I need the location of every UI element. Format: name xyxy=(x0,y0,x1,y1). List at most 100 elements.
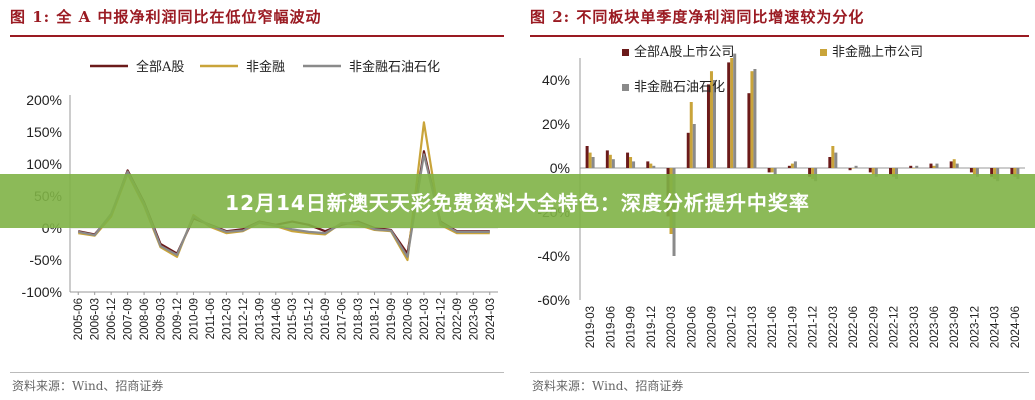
bar-2-2019-06 xyxy=(608,154,612,168)
legend-label-2: 非金融 xyxy=(246,59,285,75)
bar-2-2020-12 xyxy=(730,58,734,168)
bar-1-2023-03 xyxy=(909,165,913,168)
x-tick-label: 2005-06 xyxy=(73,298,85,340)
x-tick-label: 2009-03 xyxy=(156,298,168,340)
x-tick-label: 2022-06 xyxy=(848,306,860,348)
bar-2-2020-09 xyxy=(709,71,713,168)
bar-2-2022-09 xyxy=(871,168,875,175)
x-tick-label: 2007-09 xyxy=(123,298,135,340)
bar-2-2019-03 xyxy=(588,152,592,168)
bar-3-2023-12 xyxy=(975,168,979,177)
bar-3-2024-06 xyxy=(1016,168,1020,179)
x-tick-label: 2021-12 xyxy=(808,306,820,348)
figure-2-panel: 图 2: 不同板块单季度净利润同比增速较为分化 40%20%0%-20%-40%… xyxy=(520,0,1035,400)
bar-2-2022-03 xyxy=(831,146,835,168)
bar-1-2022-12 xyxy=(889,168,893,175)
x-tick-label: 2021-03 xyxy=(419,298,431,340)
x-tick-label: 2019-12 xyxy=(646,306,658,348)
bar-1-2019-03 xyxy=(585,146,589,168)
y-tick-label: 150% xyxy=(26,124,62,140)
bar-2-2019-12 xyxy=(649,163,653,168)
figure-2-title-rule xyxy=(530,35,1029,37)
x-tick-label: 2020-09 xyxy=(706,306,718,348)
bar-1-2024-03 xyxy=(990,168,994,177)
bar-3-2022-06 xyxy=(854,165,858,168)
bar-1-2021-09 xyxy=(787,165,791,168)
bar-3-2020-12 xyxy=(733,53,737,168)
bar-2-2023-12 xyxy=(972,168,976,175)
bar-1-2023-09 xyxy=(949,161,953,168)
bar-3-2023-03 xyxy=(915,165,919,168)
x-tick-label: 2006-12 xyxy=(106,298,118,340)
figure-1-title: 图 1: 全 A 中报净利润同比在低位窄幅波动 xyxy=(10,8,322,26)
bar-1-2020-06 xyxy=(686,132,690,168)
y-tick-label: 0% xyxy=(550,160,570,176)
x-tick-label: 2017-06 xyxy=(337,298,349,340)
bar-2-2023-06 xyxy=(932,165,936,168)
x-tick-label: 2021-06 xyxy=(767,306,779,348)
x-tick-label: 2021-09 xyxy=(787,306,799,348)
bar-2-2022-12 xyxy=(892,168,896,177)
legend-swatch-3 xyxy=(622,84,629,91)
bar-3-2021-09 xyxy=(793,161,797,168)
x-tick-label: 2015-12 xyxy=(304,298,316,340)
bar-1-2023-12 xyxy=(969,168,973,173)
x-tick-label: 2023-09 xyxy=(949,306,961,348)
bar-2-2023-03 xyxy=(912,168,916,169)
bar-2-2024-06 xyxy=(1013,168,1017,177)
x-tick-label: 2024-03 xyxy=(990,306,1002,348)
bar-2-2021-12 xyxy=(811,168,815,179)
x-tick-label: 2019-03 xyxy=(585,306,597,348)
figure-2-source: 资料来源：Wind、招商证券 xyxy=(532,379,684,393)
y-tick-label: -50% xyxy=(29,252,62,268)
x-tick-label: 2020-12 xyxy=(727,306,739,348)
bar-3-2022-03 xyxy=(834,152,838,168)
bar-2-2021-09 xyxy=(790,163,794,168)
bar-1-2021-12 xyxy=(808,168,812,177)
bar-1-2019-12 xyxy=(646,161,650,168)
y-tick-label: 20% xyxy=(542,116,570,132)
bar-2-2019-09 xyxy=(629,157,633,168)
y-tick-label: 200% xyxy=(26,92,62,108)
x-tick-label: 2006-03 xyxy=(90,298,102,340)
figure-1-bottom-rule xyxy=(10,372,504,373)
x-tick-label: 2023-06 xyxy=(468,298,480,340)
bar-3-2019-03 xyxy=(591,157,595,168)
legend-label-3: 非金融石油石化 xyxy=(349,59,440,75)
x-tick-label: 2022-09 xyxy=(868,306,880,348)
bar-3-2020-09 xyxy=(712,80,716,168)
bar-2-2023-09 xyxy=(952,159,956,168)
x-tick-label: 2013-09 xyxy=(254,298,266,340)
legend-swatch-2 xyxy=(820,49,827,56)
x-tick-label: 2020-03 xyxy=(666,306,678,348)
x-tick-label: 2020-06 xyxy=(402,298,414,340)
bar-3-2021-03 xyxy=(753,69,757,168)
x-tick-label: 2023-06 xyxy=(929,306,941,348)
legend-label-2: 非金融上市公司 xyxy=(832,44,923,60)
bar-1-2021-06 xyxy=(767,168,771,173)
x-tick-label: 2012-12 xyxy=(238,298,250,340)
x-tick-label: 2020-06 xyxy=(686,306,698,348)
figure-1-title-rule xyxy=(10,35,504,37)
x-tick-label: 2019-09 xyxy=(626,306,638,348)
x-tick-label: 2022-12 xyxy=(889,306,901,348)
x-tick-label: 2019-06 xyxy=(605,306,617,348)
bar-3-2021-06 xyxy=(773,168,777,175)
x-tick-label: 2024-06 xyxy=(1010,306,1022,348)
bar-1-2024-06 xyxy=(1010,168,1014,175)
figure-2-bottom-rule xyxy=(530,372,1029,373)
bar-2-2022-06 xyxy=(851,168,855,169)
y-tick-label: -60% xyxy=(537,292,570,308)
bar-2-2020-06 xyxy=(689,102,693,168)
bar-3-2019-06 xyxy=(611,159,615,168)
bar-1-2022-06 xyxy=(848,168,852,171)
y-tick-label: -100% xyxy=(22,284,62,300)
x-tick-label: 2021-12 xyxy=(435,298,447,340)
bar-1-2022-03 xyxy=(828,157,832,168)
bar-3-2023-06 xyxy=(935,163,939,168)
x-tick-label: 2023-12 xyxy=(969,306,981,348)
x-tick-label: 2018-03 xyxy=(353,298,365,340)
x-tick-label: 2015-03 xyxy=(287,298,299,340)
y-tick-label: -40% xyxy=(537,248,570,264)
bar-1-2023-06 xyxy=(929,163,933,168)
